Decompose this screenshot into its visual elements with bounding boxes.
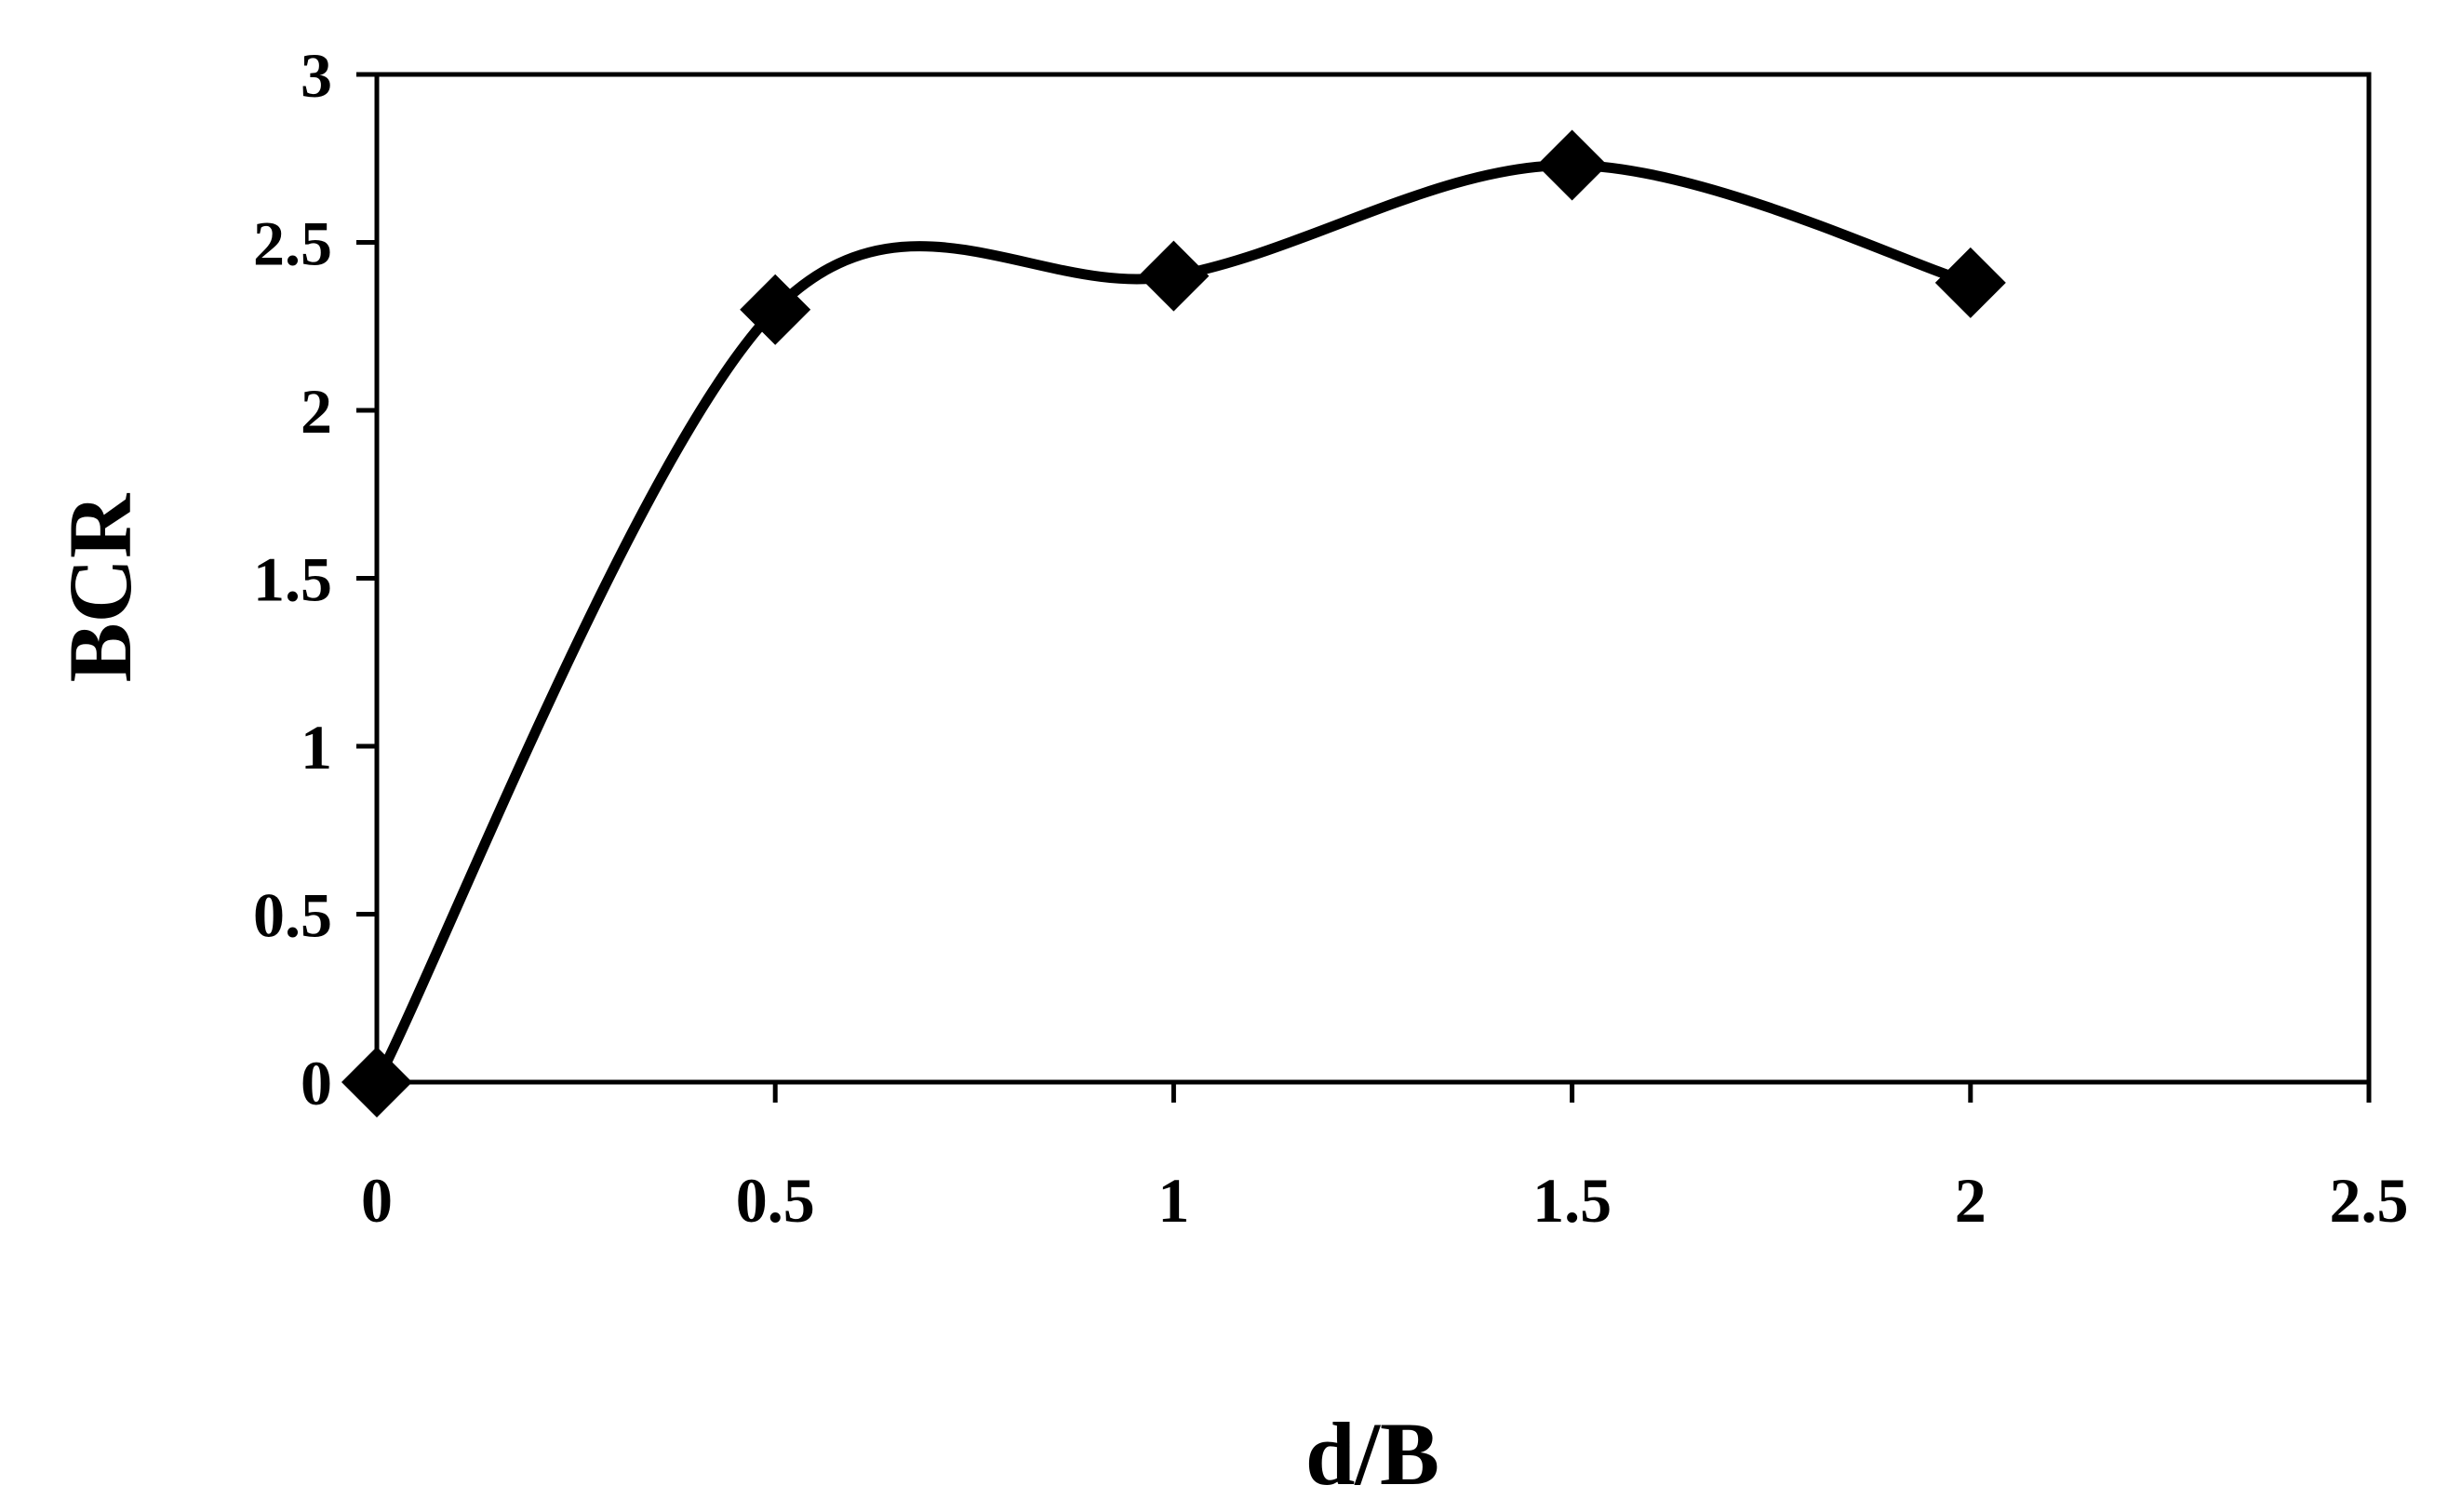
x-axis-title: d/B [1305, 1404, 1439, 1504]
y-tick-label: 0.5 [253, 880, 332, 951]
y-tick-label: 2 [301, 376, 332, 447]
data-point-marker [1536, 129, 1608, 201]
x-tick-label: 1 [1157, 1165, 1189, 1236]
y-tick-label: 1.5 [253, 544, 332, 615]
y-tick-label: 0 [301, 1048, 332, 1118]
data-point-marker [1138, 240, 1210, 312]
x-tick-label: 0.5 [736, 1165, 815, 1236]
x-tick-label: 1.5 [1532, 1165, 1612, 1236]
y-axis-title: BCR [50, 492, 150, 682]
x-tick-label: 0 [361, 1165, 393, 1236]
x-tick-label: 2.5 [2330, 1165, 2409, 1236]
data-point-marker [1934, 247, 2006, 318]
x-tick-label: 2 [1955, 1165, 1986, 1236]
series-markers [341, 129, 2006, 1117]
data-point-marker [740, 274, 811, 345]
y-tick-label: 1 [301, 712, 332, 783]
plot-area [374, 72, 2372, 1085]
data-point-marker [341, 1047, 412, 1117]
y-axis-ticks: 0 0.5 1 1.5 2 2.5 3 [253, 40, 377, 1118]
y-tick-label: 3 [301, 40, 332, 111]
y-tick-label: 2.5 [253, 208, 332, 279]
series-line [371, 159, 1976, 1088]
x-axis-ticks: 0 0.5 1 1.5 2 2.5 [361, 1082, 2409, 1236]
